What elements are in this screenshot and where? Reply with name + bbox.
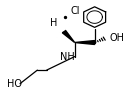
- Text: OH: OH: [109, 33, 124, 43]
- Polygon shape: [75, 41, 95, 45]
- Polygon shape: [62, 31, 75, 43]
- Text: NH: NH: [60, 52, 75, 62]
- Text: H: H: [50, 18, 57, 28]
- Text: Cl: Cl: [71, 6, 80, 16]
- Text: HO: HO: [7, 79, 22, 89]
